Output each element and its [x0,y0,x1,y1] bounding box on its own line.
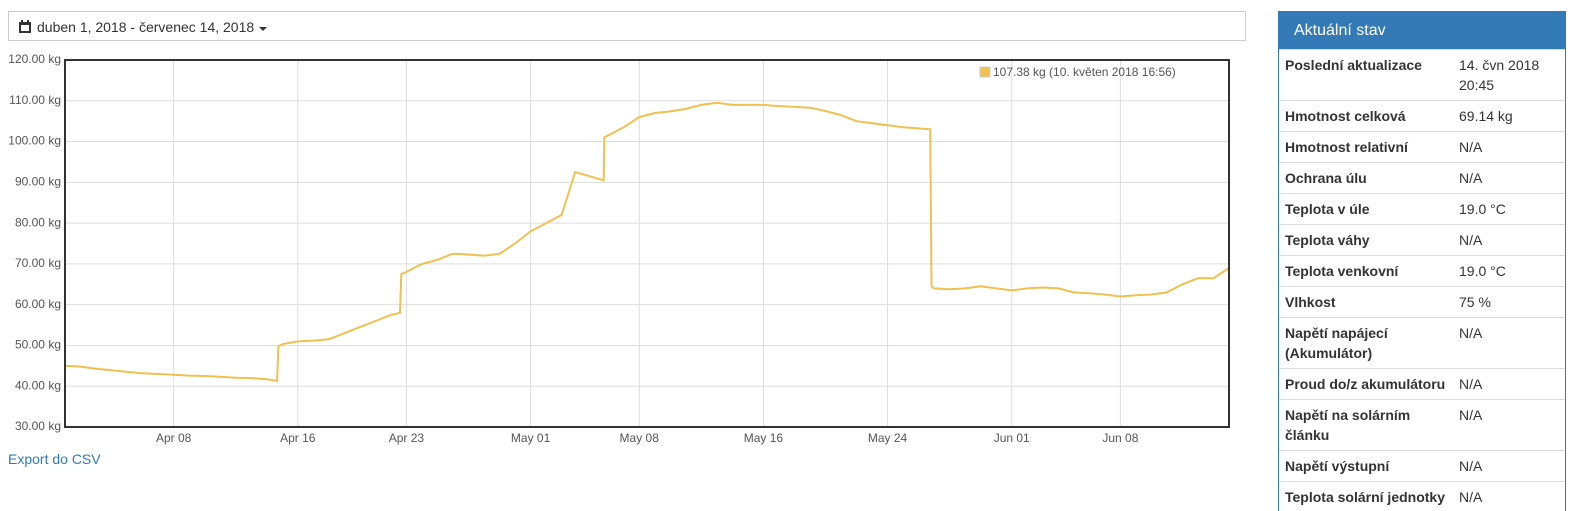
y-tick-label: 120.00 kg [8,52,61,66]
status-row: Poslední aktualizace 14. čvn 2018 20:45 [1279,49,1565,101]
status-value: N/A [1453,481,1565,511]
y-tick-label: 90.00 kg [15,175,61,189]
y-tick-label: 100.00 kg [8,134,61,148]
legend-swatch [979,66,991,78]
status-label: Teplota váhy [1279,224,1453,256]
status-row: Teplota v úle 19.0 °C [1279,193,1565,225]
status-label: Napětí napájecí (Akumulátor) [1279,317,1453,369]
status-row: Napětí napájecí (Akumulátor) N/A [1279,317,1565,369]
x-tick-label: Apr 23 [389,431,425,445]
status-value: N/A [1453,450,1565,482]
status-row: Teplota váhy N/A [1279,224,1565,256]
calendar-icon [19,20,31,33]
status-row: Teplota venkovní 19.0 °C [1279,255,1565,287]
status-row: Hmotnost celková 69.14 kg [1279,100,1565,132]
export-link[interactable]: Export do CSV [8,451,101,467]
status-row: Proud do/z akumulátoru N/A [1279,368,1565,400]
y-tick-label: 80.00 kg [15,215,61,229]
caret [259,27,268,31]
x-tick-label: Apr 16 [280,431,316,445]
status-panel: Aktuální stav Poslední aktualizace 14. čv… [1278,11,1566,511]
status-value: N/A [1453,368,1565,400]
status-value: 14. čvn 2018 20:45 [1453,49,1565,101]
status-row: Teplota solární jednotky N/A [1279,481,1565,511]
status-row: Vlhkost 75 % [1279,286,1565,318]
status-value: 75 % [1453,286,1565,318]
status-row: Napětí na solárním článku N/A [1279,399,1565,451]
y-tick-label: 60.00 kg [15,297,61,311]
plot-border [64,59,1230,428]
y-tick-label: 40.00 kg [15,378,61,392]
status-table: Poslední aktualizace 14. čvn 2018 20:45 Hm… [1279,49,1565,511]
status-label: Teplota venkovní [1279,255,1453,287]
panel-title: Aktuální stav [1279,12,1565,49]
x-tick-label: Apr 08 [156,431,192,445]
x-tick-label: May 24 [868,431,908,445]
status-row: Napětí výstupní N/A [1279,450,1565,482]
status-row: Hmotnost relativní N/A [1279,131,1565,163]
status-value: 19.0 °C [1453,193,1565,225]
x-tick-label: May 16 [744,431,784,445]
status-label: Hmotnost celková [1279,100,1453,132]
status-label: Napětí výstupní [1279,450,1453,482]
status-label: Teplota v úle [1279,193,1453,225]
status-label: Hmotnost relativní [1279,131,1453,163]
status-label: Proud do/z akumulátoru [1279,368,1453,400]
plot-area [65,60,1229,427]
status-value: 19.0 °C [1453,255,1565,287]
y-tick-label: 70.00 kg [15,256,61,270]
status-label: Teplota solární jednotky [1279,481,1453,511]
x-tick-label: Jun 08 [1102,431,1138,445]
date-range-picker[interactable]: duben 1, 2018 - červenec 14, 2018 [8,11,1246,41]
status-label: Ochrana úlu [1279,162,1453,194]
legend-label: 107.38 kg (10. květen 2018 16:56) [993,65,1176,79]
status-value: N/A [1453,224,1565,256]
x-tick-label: Jun 01 [994,431,1030,445]
data-line [64,101,1230,383]
x-tick-label: May 01 [511,431,551,445]
status-value: N/A [1453,131,1565,163]
status-label: Napětí na solárním článku [1279,399,1453,451]
y-tick-label: 50.00 kg [15,338,61,352]
y-tick-label: 110.00 kg [9,93,61,107]
status-value: N/A [1453,162,1565,194]
y-tick-label: 30.00 kg [15,419,61,433]
status-value: N/A [1453,399,1565,451]
date-range-text: duben 1, 2018 - červenec 14, 2018 [37,19,255,35]
status-label: Vlhkost [1279,286,1453,318]
status-label: Poslední aktualizace [1279,49,1453,101]
x-tick-label: May 08 [620,431,660,445]
status-value: 69.14 kg [1453,100,1565,132]
status-row: Ochrana úlu N/A [1279,162,1565,194]
chart: 30.00 kg 40.00 kg 50.00 kg 60.00 kg 70.00 kg… [8,52,1230,445]
status-value: N/A [1453,317,1565,369]
